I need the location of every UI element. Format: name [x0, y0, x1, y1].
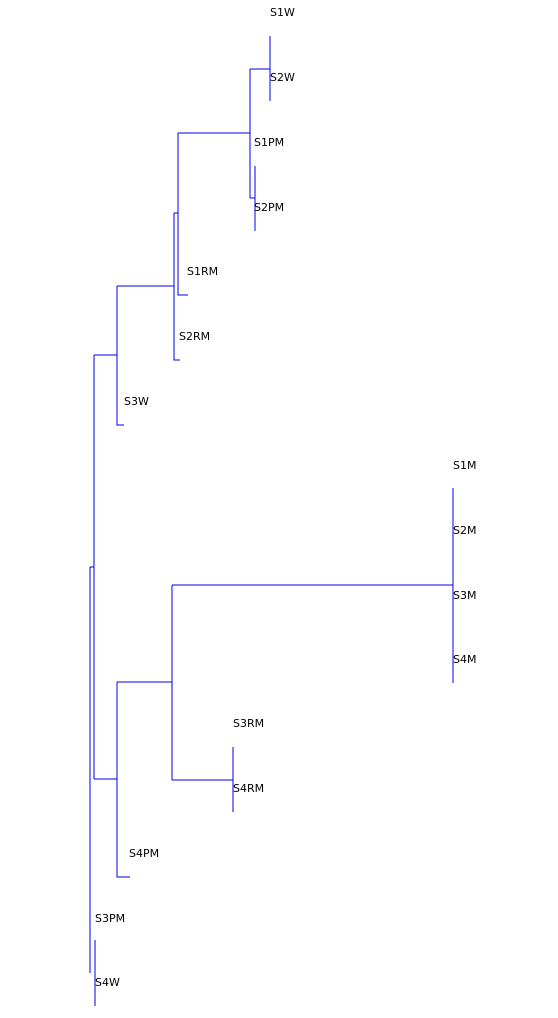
- leaf-label-s3pm: S3PM: [95, 912, 125, 925]
- leaf-label-s3w: S3W: [124, 395, 149, 408]
- leaf-label-s1pm: S1PM: [254, 136, 284, 149]
- branch-s2rm: [173, 213, 180, 361]
- leaf-label-s1rm: S1RM: [187, 265, 218, 278]
- leaf-label-s1m: S1M: [453, 459, 476, 472]
- leaf-label-s2m: S2M: [453, 524, 476, 537]
- leaf-label-s4m: S4M: [453, 653, 476, 666]
- branch-s3w: [116, 285, 174, 426]
- leaf-labels: S1W S2W S1PM S2PM S1RM S2RM S3W S1M S2M …: [95, 6, 476, 989]
- leaf-label-s1w: S1W: [270, 6, 295, 19]
- leaf-label-s4w: S4W: [95, 976, 120, 989]
- leaf-label-s2pm: S2PM: [254, 201, 284, 214]
- leaf-label-s2rm: S2RM: [179, 330, 210, 343]
- branch-top-clade: [174, 132, 250, 214]
- leaf-label-s2w: S2W: [270, 71, 295, 84]
- branch-join-w-pm: [249, 68, 270, 199]
- leaf-label-s3m: S3M: [453, 589, 476, 602]
- branch-s1rm: [177, 213, 188, 296]
- branches: [89, 36, 454, 1006]
- branch-root: [89, 566, 96, 1006]
- leaf-label-s4pm: S4PM: [129, 847, 159, 860]
- branch-s4pm: [116, 681, 172, 878]
- branch-join-m-rm: [171, 584, 453, 781]
- branch-join-upper-lower: [93, 354, 117, 780]
- leaf-label-s4rm: S4RM: [233, 782, 264, 795]
- leaf-label-s3rm: S3RM: [233, 717, 264, 730]
